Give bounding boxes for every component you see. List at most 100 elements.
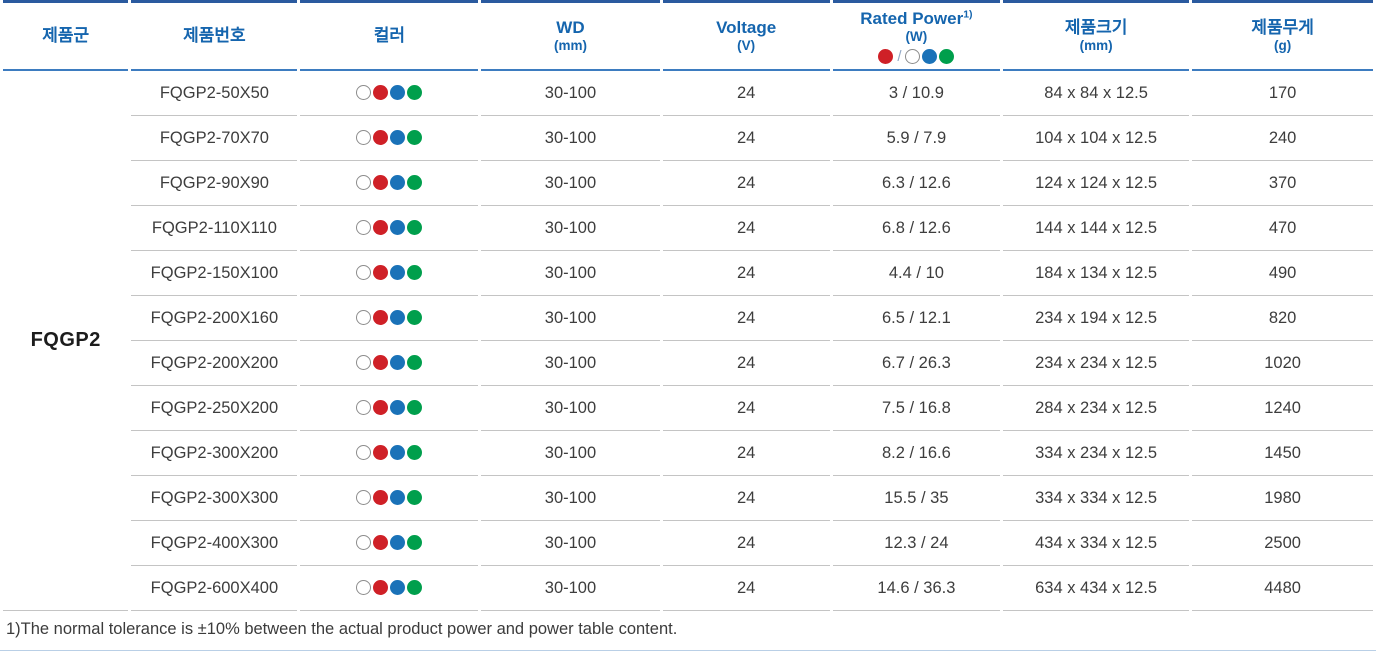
column-header-rated-power-unit: (W) xyxy=(905,29,928,45)
green-dot-icon xyxy=(407,399,423,415)
white-dot-icon xyxy=(356,174,372,190)
wd-cell: 30-100 xyxy=(481,116,660,161)
blue-dot-icon xyxy=(390,219,406,235)
product-number-cell: FQGP2-90X90 xyxy=(131,161,298,206)
white-dot-icon xyxy=(356,309,372,325)
product-number-cell: FQGP2-150X100 xyxy=(131,251,298,296)
white-dot-icon xyxy=(356,264,372,280)
legend-separator: / xyxy=(897,48,902,66)
rated-power-cell: 4.4 / 10 xyxy=(832,251,1001,296)
red-dot-icon xyxy=(373,219,389,235)
rated-power-legend: / xyxy=(833,48,1000,66)
voltage-cell: 24 xyxy=(662,386,830,431)
green-dot-icon xyxy=(407,489,423,505)
green-dot-icon xyxy=(407,174,423,190)
size-cell: 334 x 334 x 12.5 xyxy=(1003,476,1190,521)
rated-power-cell: 15.5 / 35 xyxy=(832,476,1001,521)
voltage-cell: 24 xyxy=(662,161,830,206)
weight-cell: 370 xyxy=(1192,161,1373,206)
voltage-cell: 24 xyxy=(662,251,830,296)
blue-dot-icon xyxy=(390,534,406,550)
product-number-cell: FQGP2-110X110 xyxy=(131,206,298,251)
table-row: FQGP2-300X300 30-100 24 15.5 / 35 334 x … xyxy=(3,476,1373,521)
weight-cell: 170 xyxy=(1192,71,1373,116)
size-cell: 184 x 134 x 12.5 xyxy=(1003,251,1190,296)
column-header-voltage: Voltage (V) xyxy=(662,0,830,71)
wd-cell: 30-100 xyxy=(481,431,660,476)
red-dot-icon xyxy=(373,444,389,460)
voltage-cell: 24 xyxy=(662,341,830,386)
size-cell: 434 x 334 x 12.5 xyxy=(1003,521,1190,566)
white-dot-icon xyxy=(356,129,372,145)
weight-cell: 820 xyxy=(1192,296,1373,341)
white-dot-icon xyxy=(356,399,372,415)
white-dot-icon xyxy=(356,354,372,370)
red-dot-icon xyxy=(373,534,389,550)
column-header-weight-label: 제품무게 xyxy=(1251,17,1314,37)
column-header-weight: 제품무게 (g) xyxy=(1192,0,1373,71)
column-header-family-label: 제품군 xyxy=(42,26,90,46)
blue-dot-icon xyxy=(390,309,406,325)
red-dot-icon xyxy=(373,579,389,595)
red-dot-icon xyxy=(373,354,389,370)
weight-cell: 490 xyxy=(1192,251,1373,296)
wd-cell: 30-100 xyxy=(481,206,660,251)
product-number-cell: FQGP2-200X160 xyxy=(131,296,298,341)
voltage-cell: 24 xyxy=(662,566,830,611)
table-row: FQGP2-600X400 30-100 24 14.6 / 36.3 634 … xyxy=(3,566,1373,611)
white-dot-icon xyxy=(356,489,372,505)
product-number-cell: FQGP2-400X300 xyxy=(131,521,298,566)
color-dots-cell xyxy=(300,251,479,296)
wd-cell: 30-100 xyxy=(481,476,660,521)
product-family-cell: FQGP2 xyxy=(3,71,129,611)
blue-dot-icon xyxy=(390,264,406,280)
column-header-color-label: 컬러 xyxy=(373,26,406,46)
size-cell: 334 x 234 x 12.5 xyxy=(1003,431,1190,476)
rated-power-cell: 6.3 / 12.6 xyxy=(832,161,1001,206)
column-header-size: 제품크기 (mm) xyxy=(1003,0,1190,71)
blue-dot-icon xyxy=(390,84,406,100)
color-dots-cell xyxy=(300,341,479,386)
rated-power-cell: 12.3 / 24 xyxy=(832,521,1001,566)
blue-dot-icon xyxy=(390,444,406,460)
size-cell: 124 x 124 x 12.5 xyxy=(1003,161,1190,206)
wd-cell: 30-100 xyxy=(481,566,660,611)
white-dot-icon xyxy=(356,219,372,235)
weight-cell: 1980 xyxy=(1192,476,1373,521)
rated-power-cell: 14.6 / 36.3 xyxy=(832,566,1001,611)
size-cell: 84 x 84 x 12.5 xyxy=(1003,71,1190,116)
wd-cell: 30-100 xyxy=(481,341,660,386)
product-number-cell: FQGP2-200X200 xyxy=(131,341,298,386)
table-row: FQGP2-70X70 30-100 24 5.9 / 7.9 104 x 10… xyxy=(3,116,1373,161)
voltage-cell: 24 xyxy=(662,71,830,116)
green-dot-icon xyxy=(407,84,423,100)
red-dot-icon xyxy=(878,49,894,65)
rated-power-cell: 6.5 / 12.1 xyxy=(832,296,1001,341)
column-header-rated-power: Rated Power1) (W) / xyxy=(832,0,1001,71)
product-number-cell: FQGP2-50X50 xyxy=(131,71,298,116)
red-dot-icon xyxy=(373,264,389,280)
table-row: FQGP2-300X200 30-100 24 8.2 / 16.6 334 x… xyxy=(3,431,1373,476)
voltage-cell: 24 xyxy=(662,521,830,566)
voltage-cell: 24 xyxy=(662,431,830,476)
rated-power-cell: 8.2 / 16.6 xyxy=(832,431,1001,476)
tolerance-footnote: 1)The normal tolerance is ±10% between t… xyxy=(6,620,678,638)
product-number-cell: FQGP2-600X400 xyxy=(131,566,298,611)
weight-cell: 4480 xyxy=(1192,566,1373,611)
wd-cell: 30-100 xyxy=(481,521,660,566)
white-dot-icon xyxy=(356,579,372,595)
color-dots-cell xyxy=(300,431,479,476)
rated-power-cell: 3 / 10.9 xyxy=(832,71,1001,116)
product-number-cell: FQGP2-300X200 xyxy=(131,431,298,476)
table-row: FQGP2-200X200 30-100 24 6.7 / 26.3 234 x… xyxy=(3,341,1373,386)
white-dot-icon xyxy=(356,84,372,100)
column-header-voltage-label: Voltage xyxy=(716,17,777,37)
column-header-size-label: 제품크기 xyxy=(1064,17,1128,37)
green-dot-icon xyxy=(407,354,423,370)
green-dot-icon xyxy=(407,129,423,145)
voltage-cell: 24 xyxy=(662,206,830,251)
size-cell: 634 x 434 x 12.5 xyxy=(1003,566,1190,611)
blue-dot-icon xyxy=(390,579,406,595)
green-dot-icon xyxy=(407,579,423,595)
size-cell: 104 x 104 x 12.5 xyxy=(1003,116,1190,161)
